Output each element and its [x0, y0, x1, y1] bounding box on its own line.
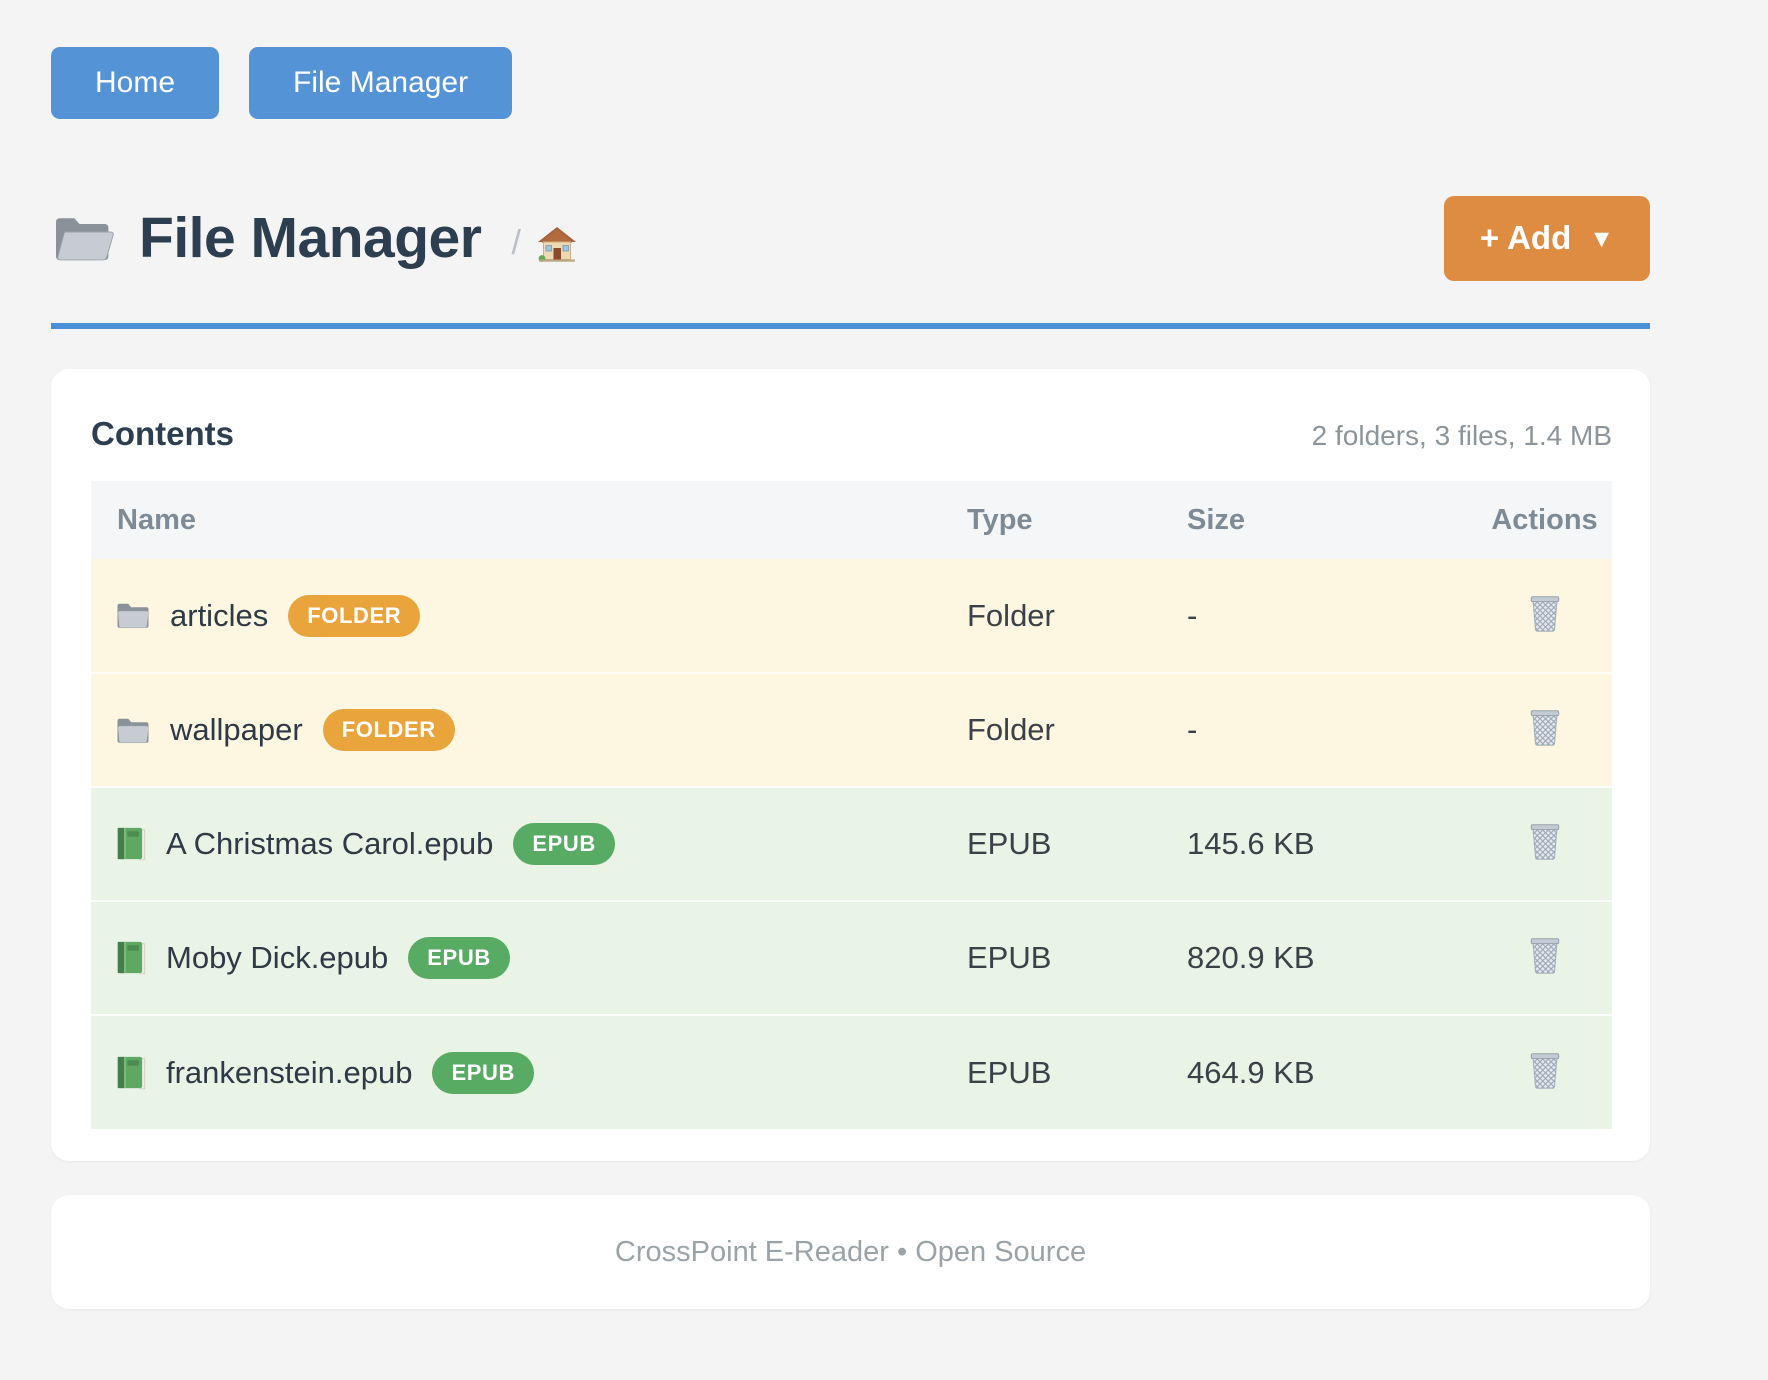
- table-row: frankenstein.epub EPUB EPUB 464.9 KB: [91, 1015, 1612, 1129]
- file-table: Name Type Size Actions: [91, 481, 1612, 1129]
- top-nav: Home File Manager: [51, 47, 1650, 119]
- wastebasket-icon: [1526, 595, 1564, 636]
- add-button-label: + Add: [1479, 219, 1572, 256]
- footer-text: CrossPoint E-Reader • Open Source: [614, 1235, 1087, 1268]
- delete-button[interactable]: [1526, 819, 1564, 861]
- type-cell: EPUB: [967, 940, 1052, 975]
- file-name[interactable]: wallpaper: [170, 712, 303, 747]
- table-row: A Christmas Carol.epub EPUB EPUB 145.6 K…: [91, 787, 1612, 901]
- name-cell: A Christmas Carol.epub EPUB: [91, 823, 967, 865]
- book-icon: [115, 940, 147, 976]
- chevron-down-icon: ▼: [1589, 225, 1614, 253]
- column-header-name: Name: [117, 503, 196, 536]
- file-table-head: Name Type Size Actions: [91, 481, 1612, 559]
- page-container: Home File Manager File Manager /: [51, 0, 1650, 1309]
- column-header-type: Type: [967, 503, 1033, 536]
- nav-button-home[interactable]: Home: [51, 47, 220, 119]
- type-badge: EPUB: [513, 823, 615, 865]
- breadcrumb-home[interactable]: [537, 224, 577, 267]
- delete-button[interactable]: [1526, 591, 1564, 633]
- wastebasket-icon: [1526, 938, 1564, 978]
- nav-button-file-manager[interactable]: File Manager: [249, 47, 513, 119]
- table-row: wallpaper FOLDER Folder -: [91, 673, 1612, 787]
- size-cell: -: [1187, 712, 1198, 747]
- contents-heading: Contents: [91, 415, 234, 452]
- file-name[interactable]: A Christmas Carol.epub: [166, 826, 494, 861]
- type-cell: EPUB: [967, 826, 1052, 861]
- type-badge: EPUB: [408, 937, 510, 979]
- house-icon: [537, 224, 577, 267]
- column-header-actions: Actions: [1491, 503, 1598, 536]
- file-name[interactable]: Moby Dick.epub: [166, 940, 389, 975]
- wastebasket-icon: [1526, 710, 1564, 750]
- open-folder-icon: [51, 211, 115, 265]
- table-row: articles FOLDER Folder -: [91, 559, 1612, 673]
- title-underline: [51, 323, 1650, 329]
- breadcrumb-separator: /: [511, 223, 521, 262]
- page-title: File Manager: [139, 206, 482, 270]
- type-badge: FOLDER: [322, 709, 455, 751]
- type-cell: EPUB: [967, 1054, 1052, 1090]
- contents-summary: 2 folders, 3 files, 1.4 MB: [1311, 420, 1612, 451]
- type-cell: Folder: [967, 597, 1055, 633]
- size-cell: 820.9 KB: [1187, 940, 1315, 975]
- file-table-body: articles FOLDER Folder -: [91, 559, 1612, 1129]
- table-row: Moby Dick.epub EPUB EPUB 820.9 KB: [91, 901, 1612, 1015]
- type-badge: FOLDER: [288, 594, 421, 637]
- add-button[interactable]: + Add ▼: [1443, 195, 1650, 281]
- folder-icon: [115, 600, 151, 631]
- contents-card: Contents 2 folders, 3 files, 1.4 MB Name…: [51, 369, 1650, 1161]
- column-header-size: Size: [1187, 503, 1246, 536]
- file-name[interactable]: articles: [170, 597, 269, 633]
- size-cell: 464.9 KB: [1187, 1054, 1315, 1090]
- size-cell: -: [1187, 597, 1198, 633]
- delete-button[interactable]: [1526, 1048, 1564, 1090]
- book-icon: [115, 826, 147, 862]
- delete-button[interactable]: [1526, 705, 1564, 747]
- size-cell: 145.6 KB: [1187, 826, 1315, 861]
- name-cell: articles FOLDER: [91, 594, 967, 637]
- name-cell: frankenstein.epub EPUB: [91, 1051, 967, 1094]
- book-icon: [115, 1055, 147, 1091]
- contents-card-header: Contents 2 folders, 3 files, 1.4 MB: [91, 415, 1612, 453]
- type-badge: EPUB: [432, 1051, 534, 1094]
- name-cell: wallpaper FOLDER: [91, 709, 967, 751]
- folder-icon: [115, 715, 151, 746]
- wastebasket-icon: [1526, 824, 1564, 864]
- name-cell: Moby Dick.epub EPUB: [91, 937, 967, 979]
- page-header: File Manager / + Add ▼: [51, 195, 1650, 281]
- delete-button[interactable]: [1526, 933, 1564, 975]
- type-cell: Folder: [967, 712, 1055, 747]
- file-name[interactable]: frankenstein.epub: [166, 1054, 413, 1090]
- wastebasket-icon: [1526, 1052, 1564, 1093]
- footer-card: CrossPoint E-Reader • Open Source: [51, 1195, 1650, 1309]
